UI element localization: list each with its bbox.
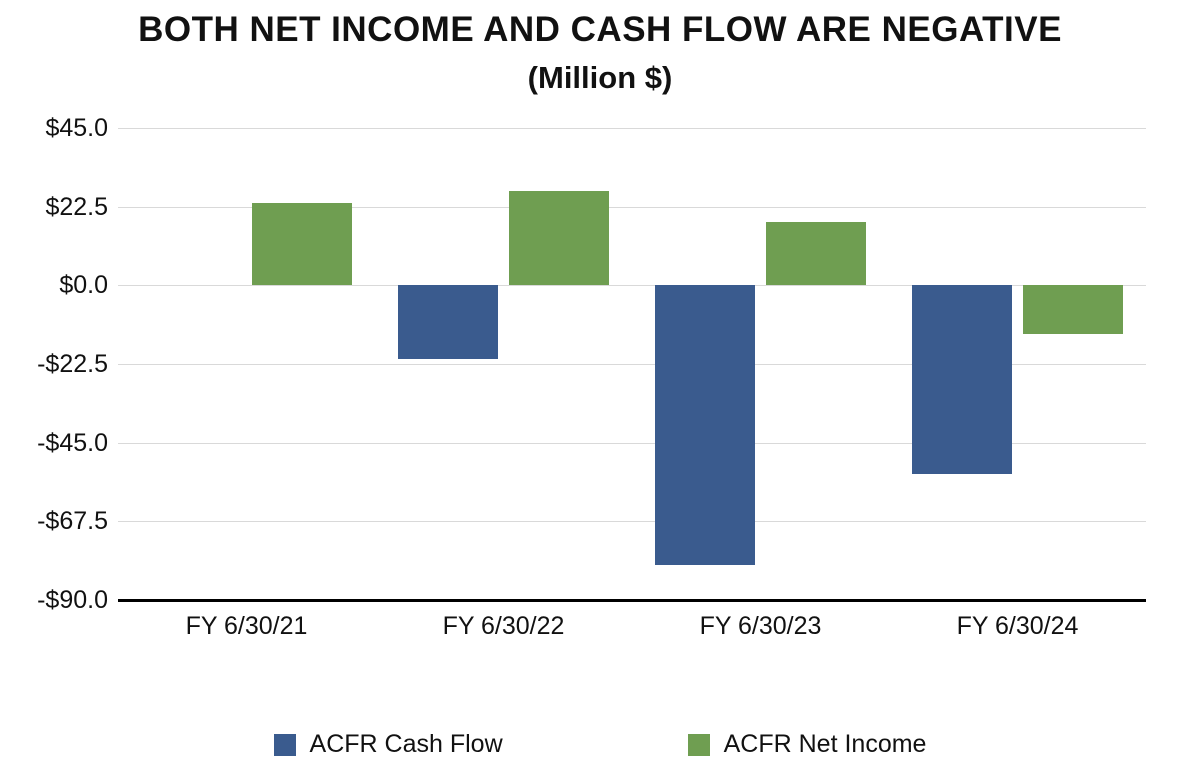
legend-swatch-icon: [687, 733, 710, 756]
x-axis-category-label: FY 6/30/23: [699, 612, 822, 640]
x-axis-line: [118, 599, 1146, 602]
legend-item: ACFR Cash Flow: [273, 730, 503, 759]
chart-subtitle: (Million $): [527, 60, 673, 95]
bar-acfr-cash-flow-fy-6-30-24: [912, 285, 1012, 475]
legend-swatch-icon: [273, 733, 296, 756]
legend-label: ACFR Cash Flow: [309, 730, 503, 758]
chart-title: BOTH NET INCOME AND CASH FLOW ARE NEGATI…: [138, 10, 1062, 49]
bar-acfr-cash-flow-fy-6-30-23: [655, 285, 755, 566]
gridline: [118, 285, 1146, 287]
bar-acfr-net-income-fy-6-30-21: [252, 203, 352, 286]
y-axis-tick-label: $0.0: [59, 271, 108, 300]
y-axis-tick-label: $45.0: [45, 114, 108, 142]
bar-acfr-net-income-fy-6-30-24: [1023, 285, 1123, 335]
y-axis-tick-label: $22.5: [45, 192, 108, 221]
bar-acfr-net-income-fy-6-30-22: [509, 190, 609, 286]
x-axis-category-label: FY 6/30/24: [956, 612, 1079, 640]
gridline: [118, 442, 1146, 444]
x-axis-category-label: FY 6/30/22: [442, 612, 565, 640]
x-axis-category-label: FY 6/30/21: [185, 612, 308, 640]
bar-acfr-cash-flow-fy-6-30-22: [398, 285, 498, 359]
y-axis-tick-label: -$90.0: [37, 586, 108, 614]
legend-label: ACFR Net Income: [723, 730, 927, 758]
bar-acfr-net-income-fy-6-30-23: [766, 222, 866, 286]
legend: ACFR Cash Flow ACFR Net Income: [0, 730, 1200, 759]
y-axis-tick-label: -$45.0: [37, 428, 108, 457]
y-axis-tick-label: -$67.5: [37, 507, 108, 536]
gridline: [118, 206, 1146, 208]
y-axis-tick-label: -$22.5: [37, 350, 108, 378]
gridline: [118, 364, 1146, 365]
gridline: [118, 128, 1146, 129]
legend-item: ACFR Net Income: [687, 730, 927, 759]
gridline: [118, 521, 1146, 523]
